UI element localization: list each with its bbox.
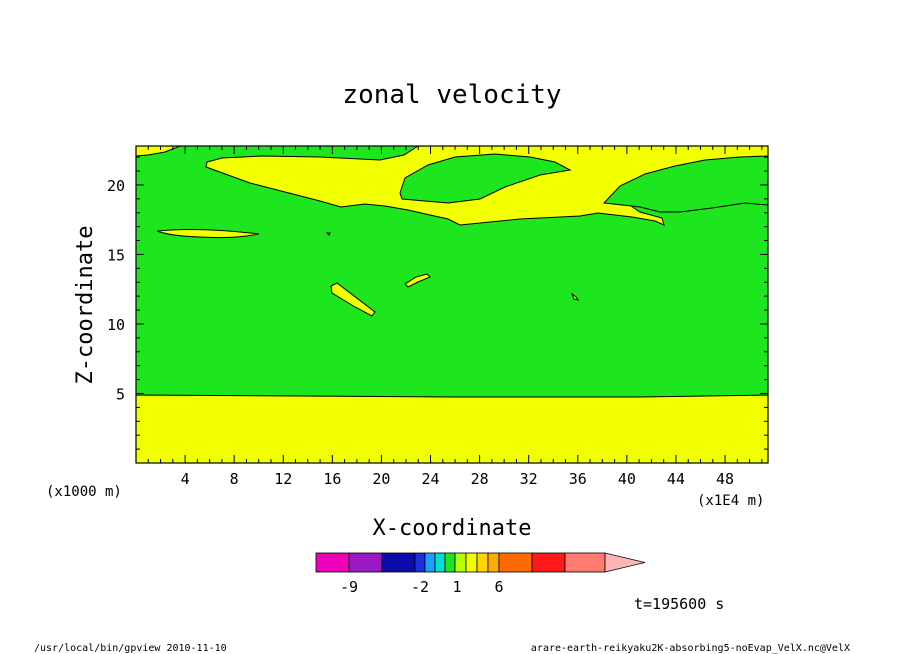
footer-right: arare-earth-reikyaku2K-absorbing5-noEvap…: [531, 643, 850, 654]
small-patch-c: [570, 292, 580, 301]
plot-frame: [135, 145, 769, 464]
colorbar-segment: [434, 552, 446, 573]
colorbar-segment: [531, 552, 566, 573]
y-tick-label: 5: [116, 385, 125, 403]
colorbar: [315, 552, 646, 573]
colorbar-segment: [414, 552, 426, 573]
x-tick-label: 32: [520, 470, 538, 488]
upper-layer-fill-left: [136, 146, 181, 157]
colorbar-tick-label: 6: [494, 578, 503, 596]
colorbar-segment: [498, 552, 533, 573]
colorbar-segment: [444, 552, 456, 573]
colorbar-segment: [476, 552, 489, 573]
small-patch-d: [325, 232, 331, 236]
x-tick-label: 24: [421, 470, 439, 488]
x-tick-label: 12: [274, 470, 292, 488]
green-pocket-center: [399, 153, 572, 204]
colorbar-tick-label: -9: [340, 578, 358, 596]
colorbar-segment: [454, 552, 467, 573]
colorbar-segment: [348, 552, 383, 573]
x-axis-ticks: 4 8 12 16 20 24 28 32 36 40 44 48: [147, 146, 763, 488]
x-tick-label: 48: [716, 470, 734, 488]
small-patch-a: [330, 282, 376, 317]
x-tick-label: 8: [230, 470, 239, 488]
x-tick-label: 44: [667, 470, 685, 488]
footer-left: /usr/local/bin/gpview 2010-11-10: [34, 643, 227, 654]
colorbar-segment: [424, 552, 436, 573]
colorbar-segment: [315, 552, 350, 573]
x-tick-label: 20: [372, 470, 390, 488]
y-tick-label: 15: [107, 246, 125, 264]
colorbar-segment: [564, 552, 606, 573]
x-axis-label: X-coordinate: [373, 516, 532, 541]
colorbar-tick-label: 1: [452, 578, 461, 596]
x-unit-right: (x1E4 m): [697, 493, 764, 509]
x-tick-label: 40: [618, 470, 636, 488]
x-tick-label: 28: [471, 470, 489, 488]
green-pocket-right: [602, 155, 768, 213]
x-tick-label: 4: [181, 470, 190, 488]
x-tick-label: 16: [323, 470, 341, 488]
chart-title: zonal velocity: [342, 80, 561, 110]
colorbar-tick-label: -2: [411, 578, 429, 596]
small-patch-b: [404, 273, 431, 288]
colorbar-segment: [487, 552, 500, 573]
colorbar-arrow: [604, 552, 646, 573]
colorbar-tick-labels: -9 -2 1 6: [340, 578, 504, 596]
colorbar-segment: [465, 552, 478, 573]
y-tick-label: 10: [107, 316, 125, 334]
lower-layer-fill: [136, 394, 768, 463]
thin-band-left: [156, 229, 260, 239]
y-tick-label: 20: [107, 177, 125, 195]
x-unit-left: (x1000 m): [46, 484, 122, 500]
colorbar-segment: [381, 552, 416, 573]
y-axis-label: Z-coordinate: [73, 226, 98, 385]
x-tick-label: 36: [569, 470, 587, 488]
y-axis-ticks: 5 10 15 20: [107, 156, 768, 450]
time-label: t=195600 s: [634, 595, 724, 613]
contour-field: [136, 146, 768, 463]
